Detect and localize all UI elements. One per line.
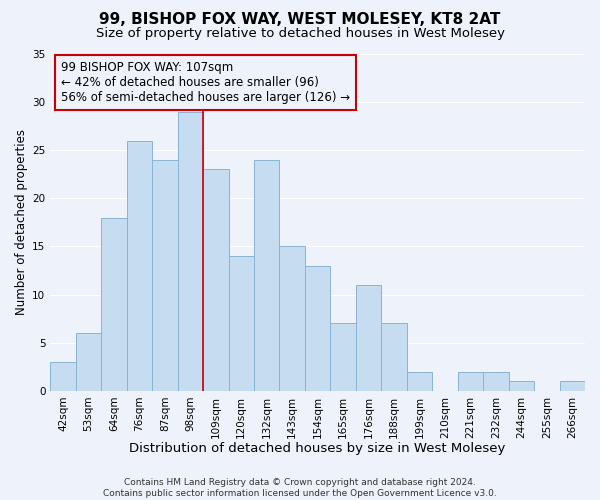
Bar (178, 112, 203, 391)
Text: Size of property relative to detached houses in West Molesey: Size of property relative to detached ho… (95, 28, 505, 40)
Text: 99, BISHOP FOX WAY, WEST MOLESEY, KT8 2AT: 99, BISHOP FOX WAY, WEST MOLESEY, KT8 2A… (100, 12, 500, 28)
Bar (331, 324, 356, 391)
Bar (305, 266, 331, 391)
Bar (152, 160, 178, 391)
Bar (483, 372, 509, 391)
Bar (203, 170, 229, 391)
Bar (280, 246, 305, 391)
Text: Contains HM Land Registry data © Crown copyright and database right 2024.
Contai: Contains HM Land Registry data © Crown c… (103, 478, 497, 498)
Y-axis label: Number of detached properties: Number of detached properties (15, 130, 28, 316)
Bar (101, 218, 127, 391)
Bar (458, 372, 483, 391)
Bar (407, 372, 432, 391)
X-axis label: Distribution of detached houses by size in West Molesey: Distribution of detached houses by size … (130, 442, 506, 455)
Bar (127, 140, 152, 391)
Bar (381, 324, 407, 391)
Bar (254, 160, 280, 391)
Bar (509, 381, 534, 391)
Bar (50, 362, 76, 391)
Bar (76, 333, 101, 391)
Bar (356, 285, 381, 391)
Text: 99 BISHOP FOX WAY: 107sqm
← 42% of detached houses are smaller (96)
56% of semi-: 99 BISHOP FOX WAY: 107sqm ← 42% of detac… (61, 60, 350, 104)
Bar (560, 381, 585, 391)
Bar (229, 256, 254, 391)
